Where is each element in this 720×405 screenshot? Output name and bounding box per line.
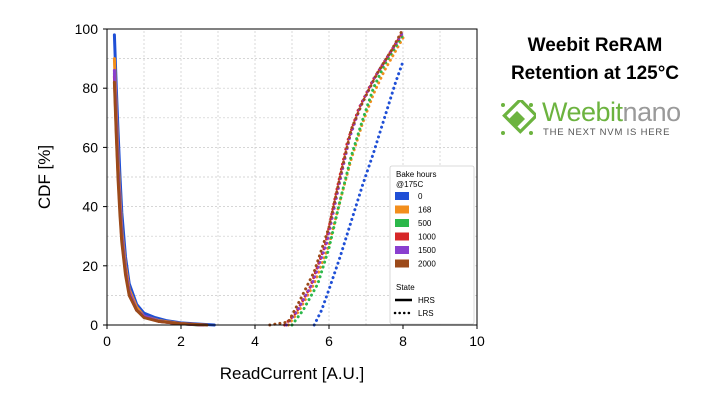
series-2000-hrs-line xyxy=(112,80,209,327)
y-tick-label: 60 xyxy=(82,139,98,155)
x-tick-label: 6 xyxy=(325,333,333,349)
slide-title-line1: Weebit ReRAM xyxy=(527,35,663,56)
chip-icon xyxy=(501,100,536,135)
y-tick-label: 40 xyxy=(82,199,98,215)
legend-label-0: 0 xyxy=(418,192,423,201)
chip-pin xyxy=(501,131,505,135)
x-axis-label: ReadCurrent [A.U.] xyxy=(220,364,365,383)
chip-pin xyxy=(501,103,505,107)
legend: Bake hours@175C 0 168 500 1000 1500 2000 StateH… xyxy=(389,165,475,325)
legend-state-label-hrs: HRS xyxy=(418,296,435,305)
brand-tagline: THE NEXT NVM IS HERE xyxy=(543,127,671,138)
legend-box xyxy=(389,165,475,325)
slide-title-line2: Retention at 125°C xyxy=(510,63,680,84)
series-168-lrs-line xyxy=(286,36,405,327)
x-tick-label: 2 xyxy=(177,333,185,349)
brand-word-nano: nano xyxy=(622,97,682,127)
slide-title: Weebit ReRAM Retention at 125°C xyxy=(488,32,702,88)
weebit-nano-logo: Weebitnano THE NEXT NVM IS HERE xyxy=(498,98,708,142)
chip-pin xyxy=(529,131,533,135)
y-tick-label: 20 xyxy=(82,258,98,274)
legend-label-1500: 1500 xyxy=(418,246,436,255)
series-0-lrs-line xyxy=(312,60,405,327)
y-tick-label: 100 xyxy=(75,21,99,37)
x-tick-label: 4 xyxy=(251,333,259,349)
legend-label-168: 168 xyxy=(418,206,432,215)
legend-swatch-168 xyxy=(395,205,409,214)
plot-frame xyxy=(106,28,478,326)
y-tick-label: 80 xyxy=(82,80,98,96)
x-tick-label: 0 xyxy=(103,333,111,349)
legend-state-title: State xyxy=(396,283,415,292)
legend-title-line1: Bake hours xyxy=(396,170,436,179)
legend-swatch-1500 xyxy=(395,246,409,254)
legend-swatch-500 xyxy=(395,219,409,227)
chip-body xyxy=(502,100,536,134)
chip-pin xyxy=(529,103,533,107)
legend-swatch-1000 xyxy=(395,232,409,241)
x-tick-label: 8 xyxy=(399,333,407,349)
brand-wordmark: Weebitnano xyxy=(542,98,681,126)
series-500-lrs-line xyxy=(290,33,405,327)
series-group xyxy=(112,27,405,327)
x-tick-label: 10 xyxy=(469,333,485,349)
legend-title-line2: @175C xyxy=(396,180,423,189)
legend-label-1000: 1000 xyxy=(418,233,436,242)
y-axis-label: CDF [%] xyxy=(35,145,54,209)
series-2000-lrs-line xyxy=(268,27,405,327)
legend-state-label-lrs: LRS xyxy=(418,309,434,318)
legend-label-500: 500 xyxy=(418,219,432,228)
y-tick-label: 0 xyxy=(90,317,98,333)
legend-swatch-2000 xyxy=(395,259,409,268)
legend-swatch-0 xyxy=(395,192,409,200)
brand-word-weebit: Weebit xyxy=(542,97,623,127)
legend-label-2000: 2000 xyxy=(418,260,436,269)
